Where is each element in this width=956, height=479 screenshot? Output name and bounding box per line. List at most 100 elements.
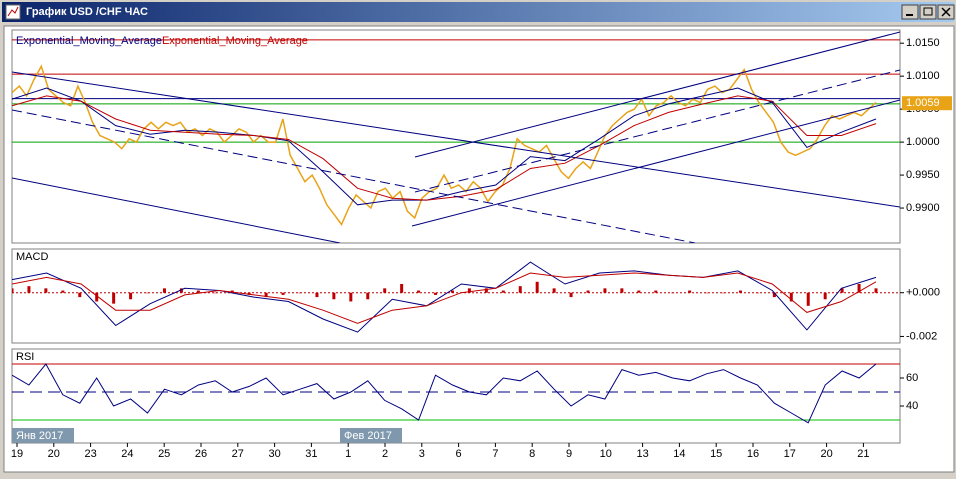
histogram-bar	[332, 292, 336, 300]
y-tick-label: 60	[906, 372, 918, 384]
histogram-bar	[874, 288, 878, 293]
panel-frame	[11, 29, 901, 244]
x-tick-label: 1	[345, 448, 351, 460]
x-tick-label: 17	[784, 448, 796, 460]
x-tick-label: 13	[636, 448, 648, 460]
histogram-bar	[586, 290, 590, 293]
window-buttons	[901, 4, 955, 20]
x-tick-label: 25	[158, 448, 170, 460]
panel-title: RSI	[16, 351, 34, 363]
histogram-bar	[12, 288, 14, 293]
x-tick-label: 21	[857, 448, 869, 460]
histogram-bar	[840, 288, 844, 293]
month-badge	[340, 428, 402, 443]
histogram-bar	[738, 290, 742, 293]
y-tick-label: 1.0150	[906, 37, 940, 49]
indicator-line	[12, 87, 877, 206]
histogram-bar	[603, 288, 607, 293]
maximize-glyph	[923, 7, 933, 16]
last-price-label: 1.0059	[906, 97, 940, 109]
histogram-bar	[637, 290, 641, 293]
histogram-bar	[654, 290, 658, 293]
histogram-bar	[383, 288, 387, 293]
trend-line	[12, 71, 900, 208]
y-tick-label: 0.9950	[906, 169, 940, 181]
histogram-bar	[162, 288, 166, 293]
y-tick-label: 1.0100	[906, 70, 940, 82]
histogram-bar	[823, 292, 827, 300]
histogram-bar	[569, 292, 573, 298]
histogram-bar	[535, 281, 539, 293]
x-tick-label: 7	[492, 448, 498, 460]
histogram-bar	[434, 292, 438, 295]
panel-frame	[11, 348, 901, 444]
x-tick-label: 24	[121, 448, 133, 460]
histogram-bar	[230, 290, 234, 293]
histogram-bar	[281, 292, 285, 295]
histogram-bar	[196, 290, 200, 293]
histogram-bar	[789, 292, 793, 302]
indicator-line	[12, 363, 877, 424]
month-badge	[12, 428, 74, 443]
histogram-bar	[349, 292, 353, 302]
x-tick-label: 8	[529, 448, 535, 460]
histogram-bar	[146, 292, 150, 294]
x-tick-label: 30	[268, 448, 280, 460]
price-line	[12, 64, 877, 226]
x-tick-label: 16	[747, 448, 759, 460]
histogram-bar	[95, 292, 99, 302]
maximize-button[interactable]	[919, 4, 937, 20]
histogram-bar	[671, 292, 675, 294]
x-tick-label: 20	[48, 448, 60, 460]
histogram-bar	[705, 292, 709, 294]
indicator-line	[12, 95, 877, 201]
histogram-bar	[552, 288, 556, 293]
indicator-line	[12, 261, 877, 333]
panel-title: MACD	[16, 251, 48, 263]
app-icon	[5, 4, 21, 20]
close-glyph	[941, 7, 951, 17]
histogram-bar	[450, 290, 454, 293]
histogram-bar	[400, 283, 404, 293]
minimize-button[interactable]	[901, 4, 919, 20]
y-tick-label: 1.0000	[906, 136, 940, 148]
histogram-bar	[484, 288, 488, 293]
x-tick-label: 14	[673, 448, 685, 460]
trend-line	[411, 99, 900, 227]
histogram-bar	[518, 286, 522, 293]
histogram-bar	[501, 290, 505, 293]
trend-line	[12, 109, 696, 243]
histogram-bar	[298, 292, 302, 294]
trend-line	[414, 31, 900, 158]
x-tick-label: 20	[820, 448, 832, 460]
y-tick-label: 40	[906, 400, 918, 412]
trend-line	[12, 177, 341, 243]
trend-line	[414, 69, 900, 193]
histogram-bar	[467, 288, 471, 293]
panel: 60 40 RSI	[11, 348, 918, 444]
x-tick-label: 15	[710, 448, 722, 460]
x-tick-label: 26	[195, 448, 207, 460]
histogram-bar	[857, 283, 861, 293]
title-bar	[2, 2, 954, 22]
histogram-bar	[772, 292, 776, 298]
histogram-bar	[112, 292, 116, 304]
x-tick-label: 3	[419, 448, 425, 460]
histogram-bar	[620, 288, 624, 293]
x-tick-label: 19	[11, 448, 23, 460]
plot	[12, 39, 900, 226]
histogram-bar	[315, 292, 319, 298]
histogram-bar	[366, 292, 370, 300]
month-label: Фев 2017	[344, 430, 392, 442]
histogram-bar	[688, 290, 692, 293]
window-title: График USD /CHF ЧАС	[26, 6, 148, 18]
indicator-line	[12, 272, 877, 324]
legend-entry: Exponential_Moving_Average	[162, 35, 308, 47]
last-price-box	[902, 96, 952, 111]
y-tick-label: +0.000	[906, 287, 940, 299]
trend-lines	[12, 31, 900, 243]
histogram-bar	[61, 290, 65, 293]
histogram-bar	[755, 292, 759, 294]
x-tick-label: 23	[84, 448, 96, 460]
